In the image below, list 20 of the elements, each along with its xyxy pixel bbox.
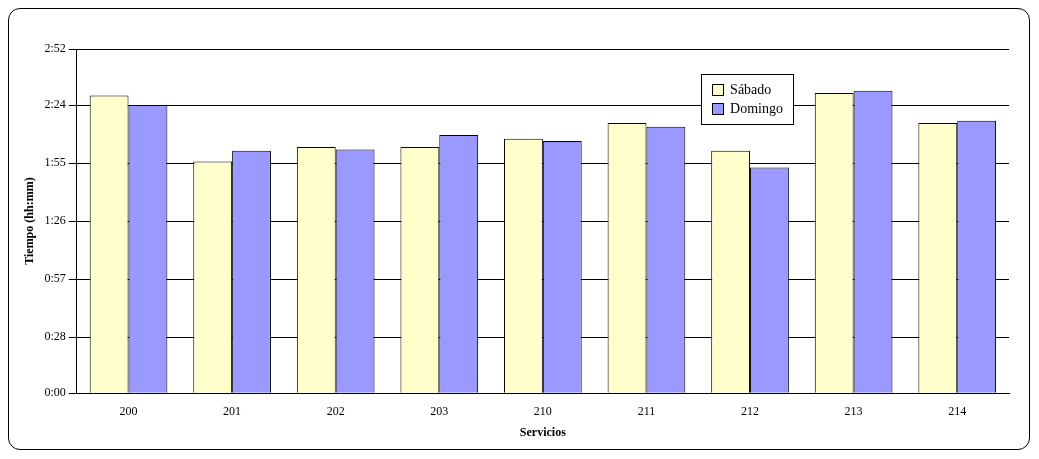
- x-axis-title: Servicios: [519, 424, 567, 439]
- y-tick-label: 1:55: [44, 155, 66, 170]
- y-axis-title: Tiempo (hh:mm): [22, 177, 37, 265]
- x-tick-label: 212: [741, 403, 760, 418]
- x-tick-label: 203: [430, 403, 449, 418]
- x-tick-label: 211: [637, 403, 656, 418]
- x-tick-label: 213: [844, 403, 863, 418]
- legend-label: Domingo: [730, 101, 783, 117]
- y-tick-label: 2:52: [44, 41, 66, 56]
- x-tick-label: 200: [119, 403, 138, 418]
- x-tick-label: 214: [948, 403, 967, 418]
- y-tick-label: 1:26: [44, 213, 66, 228]
- x-tick-label: 201: [223, 403, 242, 418]
- x-tick-label: 210: [533, 403, 552, 418]
- y-tick-label: 2:24: [44, 97, 66, 112]
- y-tick-label: 0:28: [44, 329, 66, 344]
- y-tick-label: 0:00: [44, 385, 66, 400]
- y-tick-label: 0:57: [44, 271, 66, 286]
- legend-label: Sábado: [730, 82, 772, 98]
- x-tick-label: 202: [326, 403, 345, 418]
